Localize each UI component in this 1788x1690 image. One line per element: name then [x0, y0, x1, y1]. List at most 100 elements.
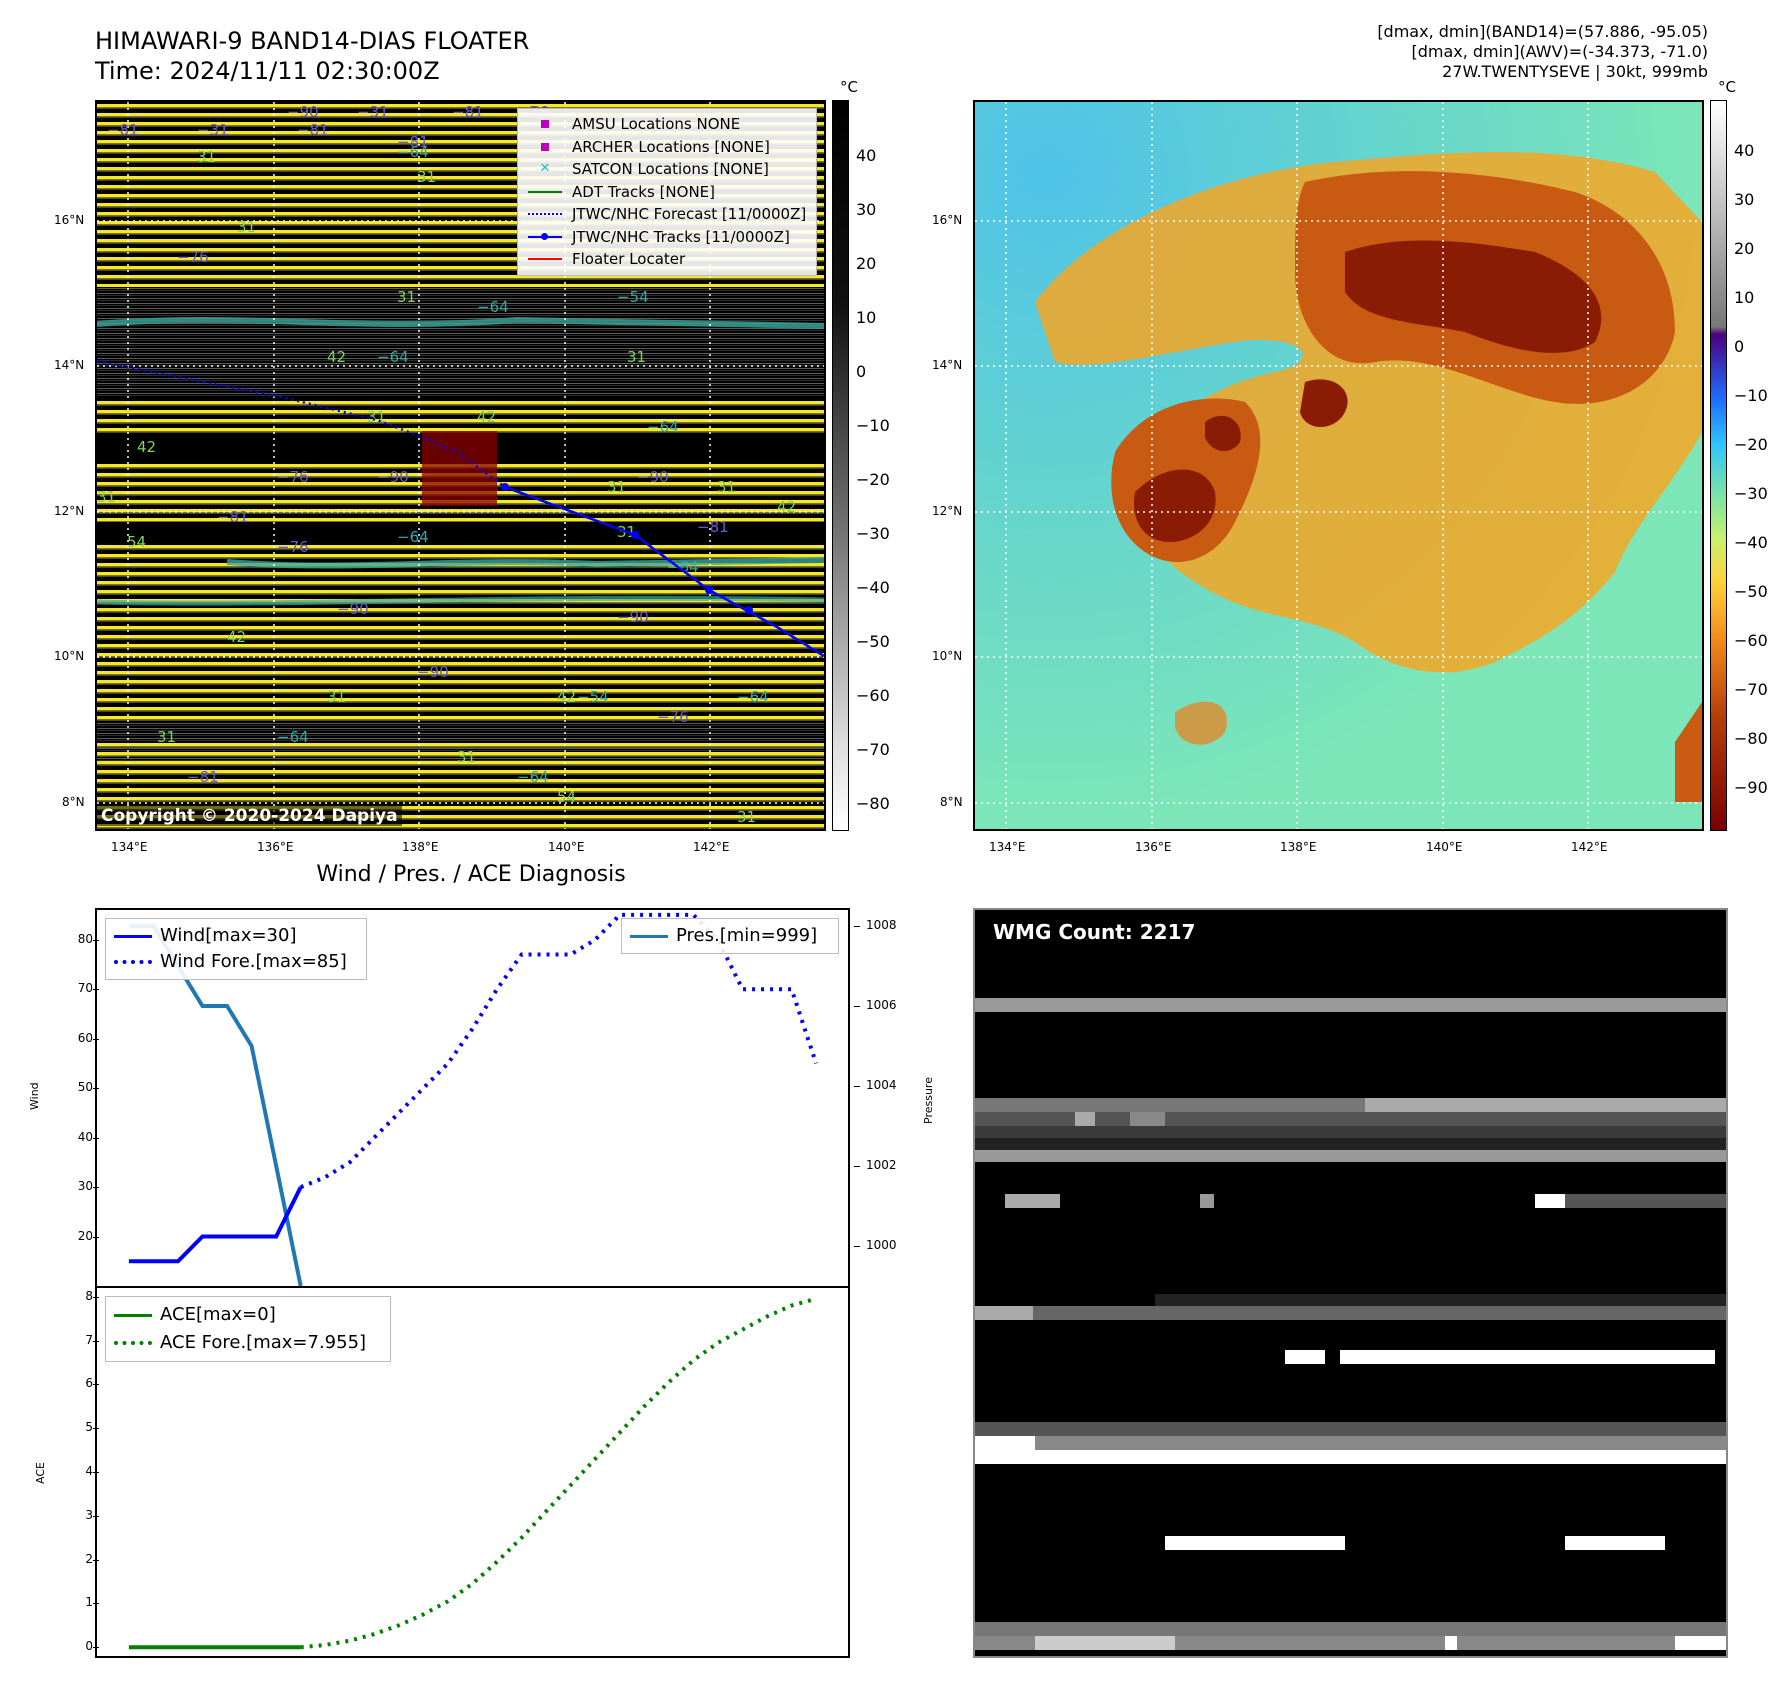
storm-info-line2: [dmax, dmin](AWV)=(-34.373, -71.0): [1411, 42, 1708, 61]
right-cb-tick: 0: [1734, 337, 1745, 356]
ace-y-tick: 6: [85, 1376, 93, 1391]
svg-text:31: 31: [237, 218, 256, 236]
svg-text:54: 54: [127, 533, 146, 551]
svg-text:−54: −54: [617, 288, 649, 306]
legend-item-wind-forecast: Wind Fore.[max=85]: [114, 949, 358, 975]
svg-text:−64: −64: [737, 688, 769, 706]
ace-y-tick: 3: [85, 1507, 93, 1522]
right-cb-tick: −10: [1734, 386, 1768, 405]
left-cb-tick: −50: [856, 632, 890, 651]
lat-tick: 10°N: [932, 649, 963, 663]
svg-text:−64: −64: [397, 528, 429, 546]
legend-item-forecast: JTWC/NHC Forecast [11/0000Z]: [526, 203, 808, 226]
right-cb-tick: −50: [1734, 582, 1768, 601]
left-cb-tick: −20: [856, 470, 890, 489]
dotted-line-icon: [526, 208, 564, 220]
left-cb-tick: −30: [856, 524, 890, 543]
left-cb-tick: 20: [856, 254, 877, 273]
ace-y-tick: 8: [85, 1288, 93, 1303]
lat-tick: 8°N: [62, 795, 85, 809]
wind-y-tick: 40: [77, 1129, 93, 1144]
lon-tick: 138°E: [1280, 840, 1317, 854]
right-cb-tick: 40: [1734, 141, 1755, 160]
svg-text:−90: −90: [637, 468, 669, 486]
ace-chart: [128, 1296, 817, 1650]
lon-tick: 134°E: [111, 840, 148, 854]
legend-item-ace: ACE[max=0]: [114, 1301, 382, 1329]
svg-text:−81: −81: [397, 133, 429, 151]
ace-panel: ACE[max=0] ACE Fore.[max=7.955]: [95, 1286, 850, 1658]
solid-line-icon: [114, 930, 152, 942]
svg-text:42: 42: [137, 438, 156, 456]
right-cb-tick: −40: [1734, 533, 1768, 552]
svg-text:31: 31: [417, 168, 436, 186]
lon-tick: 140°E: [548, 840, 585, 854]
legend-item-ace-forecast: ACE Fore.[max=7.955]: [114, 1329, 382, 1357]
x-marker-icon: ✕: [539, 161, 551, 176]
storm-info-line3: 27W.TWENTYSEVE | 30kt, 999mb: [1442, 62, 1708, 81]
copyright-notice: Copyright © 2020-2024 Dapiya: [97, 806, 402, 826]
wind-pressure-panel: Wind[max=30] Wind Fore.[max=85] Pres.[mi…: [95, 908, 850, 1288]
lat-tick: 12°N: [932, 504, 963, 518]
ace-y-tick: 0: [85, 1639, 93, 1654]
right-cb-tick: 10: [1734, 288, 1755, 307]
pressure-y-tick-mark: [854, 1166, 860, 1167]
svg-text:31: 31: [717, 478, 736, 496]
svg-text:−81: −81: [297, 121, 329, 139]
left-cb-tick: −40: [856, 578, 890, 597]
wind-forecast-series-line: [299, 912, 818, 1189]
pressure-y-tick-mark: [854, 1246, 860, 1247]
lon-tick: 136°E: [257, 840, 294, 854]
left-cb-tick: 40: [856, 146, 877, 165]
track-point: [705, 586, 713, 594]
lat-tick: 14°N: [54, 358, 85, 372]
wind-y-tick-mark: [93, 1236, 99, 1238]
legend-item-floater: Floater Locater: [526, 248, 808, 271]
map-legend: AMSU Locations NONE ARCHER Locations [NO…: [517, 108, 817, 276]
dotted-line-icon: [114, 1337, 152, 1349]
svg-text:−31: −31: [197, 121, 229, 139]
svg-text:31: 31: [97, 488, 116, 506]
legend-item-wind: Wind[max=30]: [114, 923, 358, 949]
wind-series-line: [128, 1186, 303, 1264]
left-cb-tick: 30: [856, 200, 877, 219]
svg-text:−54: −54: [577, 688, 609, 706]
pressure-series-line: [128, 924, 303, 1286]
wind-ylabel: Wind: [28, 1082, 41, 1110]
wmg-image: [975, 998, 1726, 1650]
wind-y-tick-mark: [93, 1187, 99, 1189]
right-colorbar: [1710, 100, 1727, 831]
lon-tick: 138°E: [402, 840, 439, 854]
svg-text:−64: −64: [277, 728, 309, 746]
ace-y-tick-mark: [93, 1647, 99, 1649]
left-cb-tick: −70: [856, 740, 890, 759]
storm-info-line1: [dmax, dmin](BAND14)=(57.886, -95.05): [1377, 22, 1708, 41]
wind-y-tick: 20: [77, 1228, 93, 1243]
pressure-y-tick: 1006: [866, 998, 897, 1012]
wind-y-tick: 70: [77, 981, 93, 996]
svg-text:42: 42: [327, 348, 346, 366]
svg-text:−90: −90: [417, 663, 449, 681]
svg-text:31: 31: [737, 808, 756, 826]
pressure-y-tick: 1000: [866, 1238, 897, 1252]
ace-y-tick-mark: [93, 1515, 99, 1517]
left-colorbar: [832, 100, 849, 831]
lat-tick: 16°N: [54, 213, 85, 227]
pressure-y-tick: 1002: [866, 1158, 897, 1172]
track-point: [745, 606, 753, 614]
svg-text:−76: −76: [277, 468, 309, 486]
right-cb-tick: −20: [1734, 435, 1768, 454]
left-cb-tick: −10: [856, 416, 890, 435]
wind-y-tick-mark: [93, 989, 99, 991]
right-cb-tick: −30: [1734, 484, 1768, 503]
right-cb-tick: −70: [1734, 680, 1768, 699]
svg-text:−90: −90: [287, 103, 319, 121]
svg-text:31: 31: [607, 478, 626, 496]
square-marker-icon: [526, 141, 564, 153]
left-cb-tick: 0: [856, 362, 867, 381]
lat-tick: 16°N: [932, 213, 963, 227]
legend-item-archer: ARCHER Locations [NONE]: [526, 136, 808, 159]
dias-map-panel: −90 −31 −81 −76 −81 −31 −81 −81 −76 −81 −76 −90 −…: [95, 100, 826, 831]
wind-y-tick-mark: [93, 1088, 99, 1090]
left-colorbar-unit: °C: [840, 78, 858, 96]
